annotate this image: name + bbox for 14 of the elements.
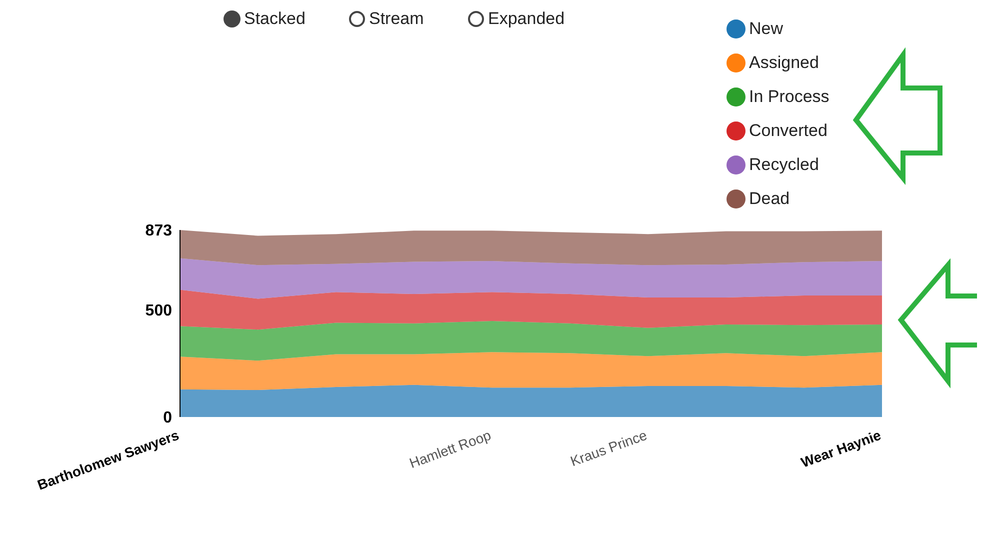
legend-label: Recycled xyxy=(749,155,819,175)
text: Stream xyxy=(369,9,424,29)
legend-label: Assigned xyxy=(749,53,819,73)
legend-label: New xyxy=(749,19,784,39)
y-tick-label: 873 xyxy=(145,222,172,240)
legend-label: Dead xyxy=(749,189,790,209)
x-tick-label: Wear Haynie xyxy=(798,426,884,470)
y-tick-label: 500 xyxy=(145,302,172,320)
text: Expanded xyxy=(488,9,565,29)
x-tick-label: Kraus Prince xyxy=(568,426,650,470)
legend-label: Converted xyxy=(749,121,828,141)
text: Stacked xyxy=(244,9,306,29)
legend-label: In Process xyxy=(749,87,830,107)
y-tick-label: 0 xyxy=(163,410,172,427)
